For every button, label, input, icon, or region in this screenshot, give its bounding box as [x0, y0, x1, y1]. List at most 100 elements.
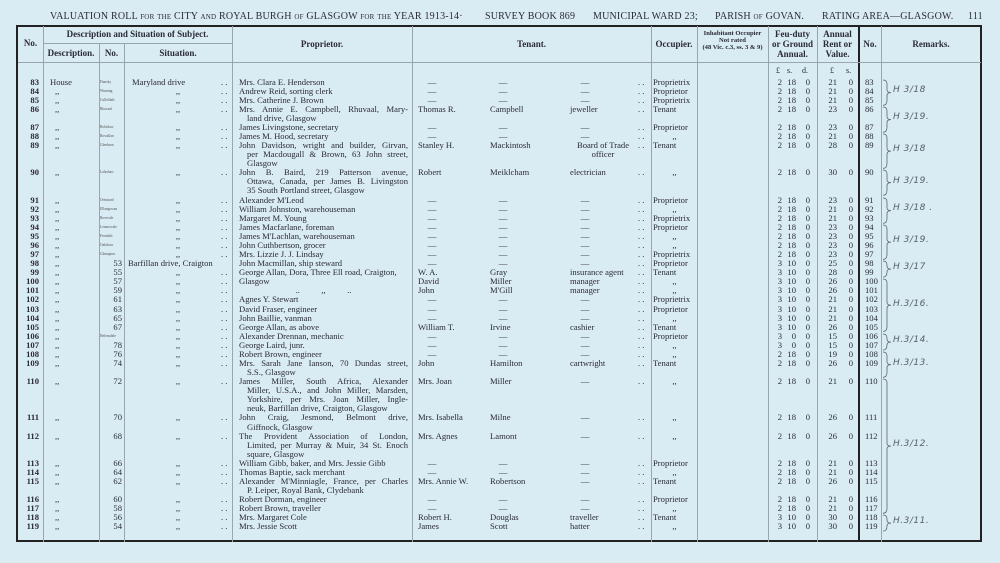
feu-shillings: 10	[787, 276, 796, 287]
rent-shillings: 0	[848, 258, 853, 269]
column-divider	[817, 26, 818, 542]
situation: ,,	[175, 194, 181, 205]
brace-icon	[882, 224, 892, 260]
proprietor-line: Mrs. Jessie Scott	[239, 521, 298, 532]
proprietor-line: Agnes Y. Stewart	[239, 294, 299, 305]
rent-shillings: 0	[848, 412, 853, 423]
row-number: 107	[26, 339, 39, 350]
tenant-surname: Lamont	[490, 430, 517, 441]
tenant-occupation: cartwright	[570, 357, 606, 368]
tenant-surname: Scott	[490, 521, 508, 532]
column-divider	[232, 26, 233, 542]
proprietor-line: Robert Brown, engineer	[239, 348, 322, 359]
rent-pounds: 26	[828, 276, 837, 287]
feu-pence: 0	[805, 258, 810, 269]
tenant-first-name: Robert H.	[418, 512, 452, 523]
row-number: 94	[30, 221, 39, 232]
house-name: Rosevale	[100, 215, 114, 220]
tenant-first-name: —	[427, 194, 437, 205]
survey-book: SURVEY BOOK 869	[485, 11, 576, 22]
tenant-first-name: —	[427, 339, 437, 350]
street-number: 66	[113, 457, 122, 468]
header-description-group: Description and Situation of Subject.	[66, 29, 209, 39]
tenant-surname: Miller	[490, 276, 512, 287]
occupier: Tenant	[653, 357, 677, 368]
situation-leader-dots: . .	[221, 457, 228, 468]
feu-shillings: 18	[787, 140, 796, 151]
column-divider	[651, 26, 652, 542]
feu-shillings: 18	[787, 412, 796, 423]
feu-pence: 0	[805, 348, 810, 359]
feu-pence: 0	[805, 94, 810, 105]
feu-shillings: 18	[787, 103, 796, 114]
feu-pence: 0	[805, 212, 810, 223]
rent-pounds: 21	[828, 376, 837, 387]
occupier: Proprietrix	[653, 294, 691, 305]
brace-icon	[882, 169, 892, 196]
feu-pounds: 2	[777, 412, 782, 423]
row-number: 115	[26, 476, 39, 487]
row-description: ,,	[55, 512, 60, 523]
tenant-leader-dots: . .	[638, 494, 645, 505]
feu-pounds: 2	[777, 376, 782, 387]
tenant-occupation: —	[580, 466, 590, 477]
tenant-leader-dots: . .	[638, 94, 645, 105]
rent-shillings: 0	[848, 376, 853, 387]
feu-shillings: 18	[787, 167, 796, 178]
rent-shillings: 0	[848, 276, 853, 287]
tenant-leader-dots: . .	[638, 249, 645, 260]
rent-shillings: 0	[848, 94, 853, 105]
feu-pounds: 2	[777, 466, 782, 477]
rent-shillings: 0	[848, 285, 853, 296]
tenant-surname: Irvine	[490, 321, 511, 332]
feu-pounds: 2	[777, 167, 782, 178]
occupier: ,,	[672, 312, 677, 323]
row-number: 110	[26, 376, 39, 387]
tenant-first-name: —	[427, 258, 437, 269]
tenant-first-name: Stanley H.	[418, 140, 455, 151]
tenant-first-name: —	[427, 457, 437, 468]
tenant-surname: M'Gill	[490, 285, 513, 296]
rent-shillings: 0	[848, 203, 853, 214]
situation-leader-dots: . .	[221, 194, 228, 205]
feu-pounds: 3	[777, 339, 782, 350]
tenant-surname: —	[498, 330, 508, 341]
row-number-right: 107	[865, 339, 878, 350]
row-description: ,,	[55, 357, 60, 368]
tenant-occupation: —	[580, 503, 590, 514]
header-situation: Situation.	[159, 48, 197, 58]
occupier: Proprietrix	[653, 94, 691, 105]
feu-pence: 0	[805, 221, 810, 232]
feu-pounds: 2	[777, 230, 782, 241]
rent-pounds: 28	[828, 140, 837, 151]
house-name: Ferndale	[100, 233, 113, 238]
proprietor-line: Mrs. Lizzie J. J. Lindsay	[239, 249, 324, 260]
street-number: 76	[113, 348, 122, 359]
tenant-occupation: —	[580, 476, 590, 487]
tenant-leader-dots: . .	[638, 221, 645, 232]
feu-shillings: 18	[787, 249, 796, 260]
header-divider	[43, 43, 232, 44]
row-description: ,,	[55, 330, 60, 341]
street-number: 57	[113, 276, 122, 287]
tenant-surname: —	[498, 303, 508, 314]
house-name: Rowallan	[100, 133, 114, 138]
tenant-surname: —	[498, 76, 508, 87]
rent-pound-unit: £	[830, 66, 834, 75]
row-number-right: 84	[865, 85, 874, 96]
column-divider	[768, 26, 769, 542]
roll-title: VALUATION ROLL for the CITY and ROYAL BU…	[50, 11, 463, 22]
tenant-occupation: Board of Trade officer	[576, 140, 630, 160]
tenant-surname: —	[498, 194, 508, 205]
tenant-first-name: —	[427, 130, 437, 141]
row-number-right: 99	[865, 267, 874, 278]
occupier: ,,	[672, 130, 677, 141]
proprietor-line: William Gibb, baker, and Mrs. Jessie Gib…	[239, 457, 386, 468]
feu-pounds: 2	[777, 121, 782, 132]
row-number: 111	[27, 412, 39, 423]
row-description: ,,	[55, 457, 60, 468]
situation: ,,	[175, 285, 181, 296]
tenant-first-name: —	[427, 466, 437, 477]
row-number-right: 91	[865, 194, 874, 205]
header-divider	[18, 62, 981, 63]
